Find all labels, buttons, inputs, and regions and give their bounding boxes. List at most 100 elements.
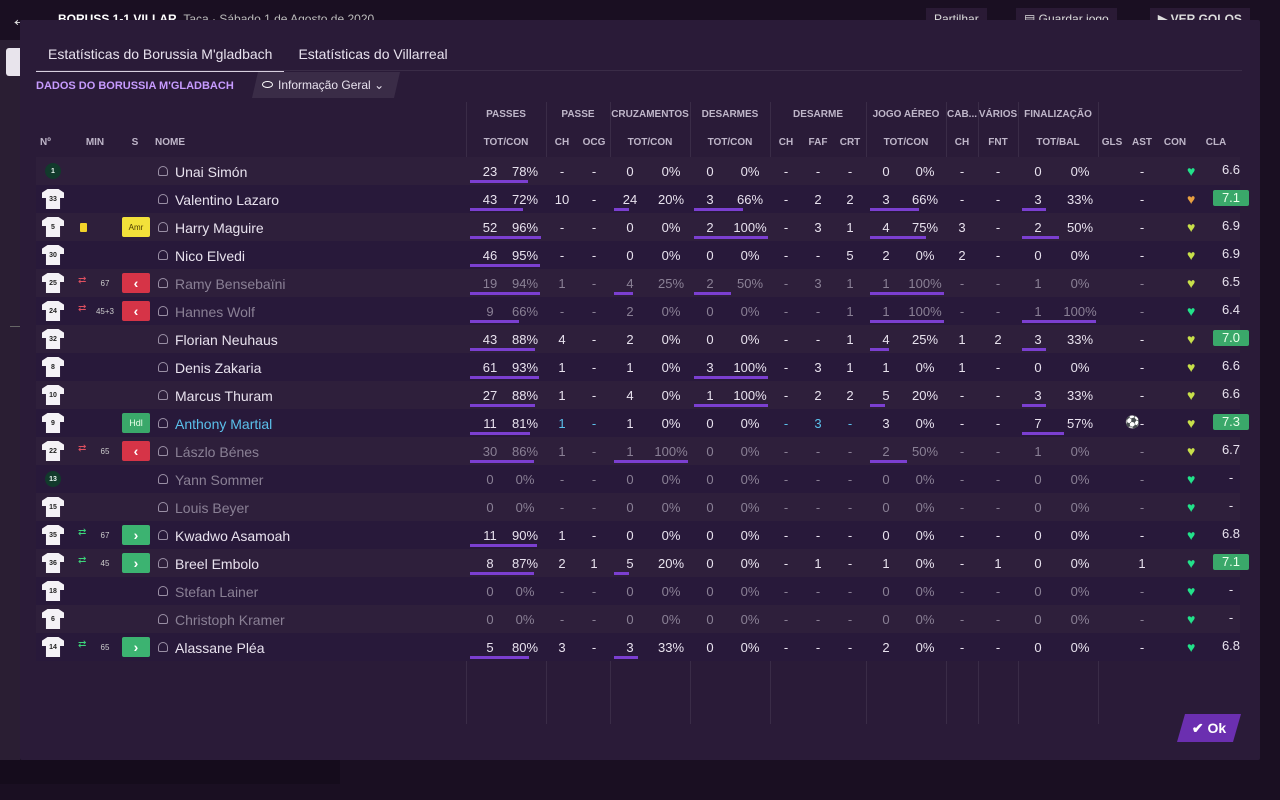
column-header[interactable]: CH <box>554 137 570 148</box>
column-header[interactable]: TOT/CON <box>483 137 529 148</box>
table-row[interactable]: 25 ⇄ 67 ‹ Ramy Bensebaïni 19 94% 1 - 4 25% 2 50% - 3 1 1… <box>36 269 1240 297</box>
passes-pct-cell: 95% <box>511 248 539 263</box>
column-header[interactable]: AST <box>1132 137 1152 148</box>
crosses-pct-cell: 25% <box>657 276 685 291</box>
fouls-cell: - <box>815 332 821 347</box>
column-header[interactable]: CON <box>1163 137 1187 148</box>
column-header[interactable]: CRT <box>839 137 861 148</box>
player-name[interactable]: Alassane Pléa <box>175 640 265 656</box>
tab-borussia[interactable]: Estatísticas do Borussia M'gladbach <box>36 44 285 72</box>
player-name[interactable]: Florian Neuhaus <box>175 332 278 348</box>
column-header[interactable]: CH <box>778 137 794 148</box>
player-name[interactable]: Harry Maguire <box>175 220 264 236</box>
headers-total-cell: 0 <box>882 612 890 627</box>
table-row[interactable]: 36 ⇄ 45 › Breel Embolo 8 87% 2 1 5 20% 0 0% - 1 - 1 0% - 1 0… <box>36 549 1249 577</box>
fouls-cell: - <box>815 500 821 515</box>
fouls-cell: 2 <box>814 388 822 403</box>
player-name[interactable]: Breel Embolo <box>175 556 260 572</box>
crosses-total-cell: 0 <box>626 472 634 487</box>
column-header[interactable]: MIN <box>85 137 105 148</box>
shots-total-cell: 0 <box>1034 556 1042 571</box>
player-name[interactable]: Christoph Kramer <box>175 612 285 628</box>
player-icon <box>158 474 168 484</box>
player-name[interactable]: Nico Elvedi <box>175 248 246 264</box>
player-name[interactable]: Denis Zakaria <box>175 360 262 376</box>
table-row[interactable]: 1 Unai Simón 23 78% - - 0 0% 0 0% - - - 0 0% - - 0 0% - ♥ 6.6 <box>36 157 1240 185</box>
table-row[interactable]: 9 Hdl Anthony Martial 11 81% 1 - 1 0% 0 0% - 3 - 3 0% - -… <box>36 409 1249 437</box>
column-header[interactable]: FNT <box>988 137 1008 148</box>
player-name[interactable]: Kwadwo Asamoah <box>175 528 291 544</box>
key-passes-cell: 1 <box>558 388 566 403</box>
column-header[interactable]: TOT/CON <box>883 137 929 148</box>
shots-pct-cell: 0% <box>1070 276 1090 291</box>
tackles-pct-cell: 0% <box>740 332 760 347</box>
table-row[interactable]: 22 ⇄ 65 ‹ Lászlo Bénes 30 86% 1 - 1 100% 0 0% - - - 2 50%… <box>36 437 1240 465</box>
chances-created-cell: - <box>591 248 597 263</box>
column-header[interactable]: TOT/BAL <box>1036 137 1080 148</box>
player-name[interactable]: Yann Sommer <box>175 472 264 488</box>
shots-total-cell: 0 <box>1034 612 1042 627</box>
shirt-number-icon: 15 <box>42 497 64 517</box>
column-header[interactable]: OCG <box>582 137 606 148</box>
table-row[interactable]: 33 Valentino Lazaro 43 72% 10 - 24 20% 3 66% - 2 2 3 6… <box>36 185 1249 213</box>
column-header[interactable]: FAF <box>808 137 828 148</box>
tackles-total-cell: 0 <box>706 164 714 179</box>
column-header[interactable]: TOT/CON <box>707 137 753 148</box>
sub-on-icon: ⇄ <box>78 527 87 538</box>
column-header[interactable]: CLA <box>1205 137 1227 148</box>
table-row[interactable]: 10 Marcus Thuram 27 88% 1 - 4 0% 1 100% - 2 2 5 20% - - 3… <box>36 381 1240 409</box>
column-header[interactable]: NOME <box>155 137 185 148</box>
table-row[interactable]: 30 Nico Elvedi 46 95% - - 0 0% 0 0% - - 5 2 0% 2 - 0 0% - ♥ 6… <box>36 241 1240 269</box>
success-bar <box>694 236 768 239</box>
player-name[interactable]: Unai Simón <box>175 164 248 180</box>
shots-pct-cell: 0% <box>1070 556 1090 571</box>
headers-total-cell: 2 <box>882 248 890 263</box>
table-row[interactable]: 35 ⇄ 67 › Kwadwo Asamoah 11 90% 1 - 0 0% 0 0% - - - 0 0% -… <box>36 521 1240 549</box>
condition-heart-icon: ♥ <box>1187 527 1196 543</box>
ok-button[interactable]: ✔ Ok <box>1177 714 1241 742</box>
condition-heart-icon: ♥ <box>1187 331 1196 347</box>
sub-on-badge: › <box>122 637 150 657</box>
player-name[interactable]: Marcus Thuram <box>175 388 273 404</box>
sub-off-icon: ⇄ <box>78 275 87 286</box>
player-name[interactable]: Stefan Lainer <box>175 584 259 600</box>
column-group-header: VÁRIOS <box>978 109 1018 120</box>
tackles-key-cell: - <box>783 584 789 599</box>
column-header[interactable]: TOT/CON <box>627 137 673 148</box>
passes-pct-cell: 86% <box>511 444 539 459</box>
table-row[interactable]: 8 Denis Zakaria 61 93% 1 - 1 0% 3 100% - 3 1 1 0% 1 - 0 0%… <box>36 353 1240 381</box>
player-name[interactable]: Louis Beyer <box>175 500 249 516</box>
table-row[interactable]: 13 Yann Sommer 0 0% - - 0 0% 0 0% - - - 0 0% - - 0 0% - ♥ - <box>36 465 1240 493</box>
shots-total-cell: 1 <box>1034 276 1042 291</box>
success-bar <box>470 432 530 435</box>
table-row[interactable]: 24 ⇄ 45+3 ‹ Hannes Wolf 9 66% - - 2 0% 0 0% - - 1 1 100% -… <box>36 297 1240 325</box>
column-header[interactable]: S <box>131 137 139 148</box>
shirt-number-icon: 30 <box>42 245 64 265</box>
crosses-pct-cell: 33% <box>657 640 685 655</box>
column-header[interactable]: GLS <box>1101 137 1123 148</box>
table-row[interactable]: 5 Amr Harry Maguire 52 96% - - 0 0% 2 100% - 3 1 4 75% 3… <box>36 213 1240 241</box>
view-select[interactable]: Informação Geral ⌄ <box>252 72 400 98</box>
table-row[interactable]: 15 Louis Beyer 0 0% - - 0 0% 0 0% - - - 0 0% - - 0 0% - ♥ - <box>36 493 1240 521</box>
table-row[interactable]: 32 Florian Neuhaus 43 88% 4 - 2 0% 0 0% - - 1 4 25% 1 2 3… <box>36 325 1249 353</box>
player-name[interactable]: Lászlo Bénes <box>175 444 260 460</box>
column-header[interactable]: Nº <box>40 137 51 148</box>
player-name[interactable]: Valentino Lazaro <box>175 192 280 208</box>
table-row[interactable]: 14 ⇄ 65 › Alassane Pléa 5 80% 3 - 3 33% 0 0% - - - 2 0% - -… <box>36 633 1240 661</box>
table-row[interactable]: 6 Christoph Kramer 0 0% - - 0 0% 0 0% - - - 0 0% - - 0 0% -… <box>36 605 1240 633</box>
headers-total-cell: 3 <box>882 192 890 207</box>
rating: 6.6 <box>1221 386 1241 401</box>
table-row[interactable]: 18 Stefan Lainer 0 0% - - 0 0% 0 0% - - - 0 0% - - 0 0% - ♥ - <box>36 577 1240 605</box>
player-name[interactable]: Anthony Martial <box>175 416 273 432</box>
assists-cell: - <box>1139 528 1145 543</box>
shirt-number-icon: 22 <box>42 441 64 461</box>
tab-villarreal[interactable]: Estatísticas do Villarreal <box>298 46 448 62</box>
player-name[interactable]: Hannes Wolf <box>175 304 255 320</box>
sub-on-icon: ⇄ <box>78 639 87 650</box>
player-name[interactable]: Ramy Bensebaïni <box>175 276 286 292</box>
headers-pct-cell: 0% <box>915 360 935 375</box>
column-header[interactable]: CH <box>954 137 970 148</box>
chances-created-cell: - <box>591 612 597 627</box>
shots-pct-cell: 0% <box>1070 444 1090 459</box>
fouls-cell: - <box>815 612 821 627</box>
